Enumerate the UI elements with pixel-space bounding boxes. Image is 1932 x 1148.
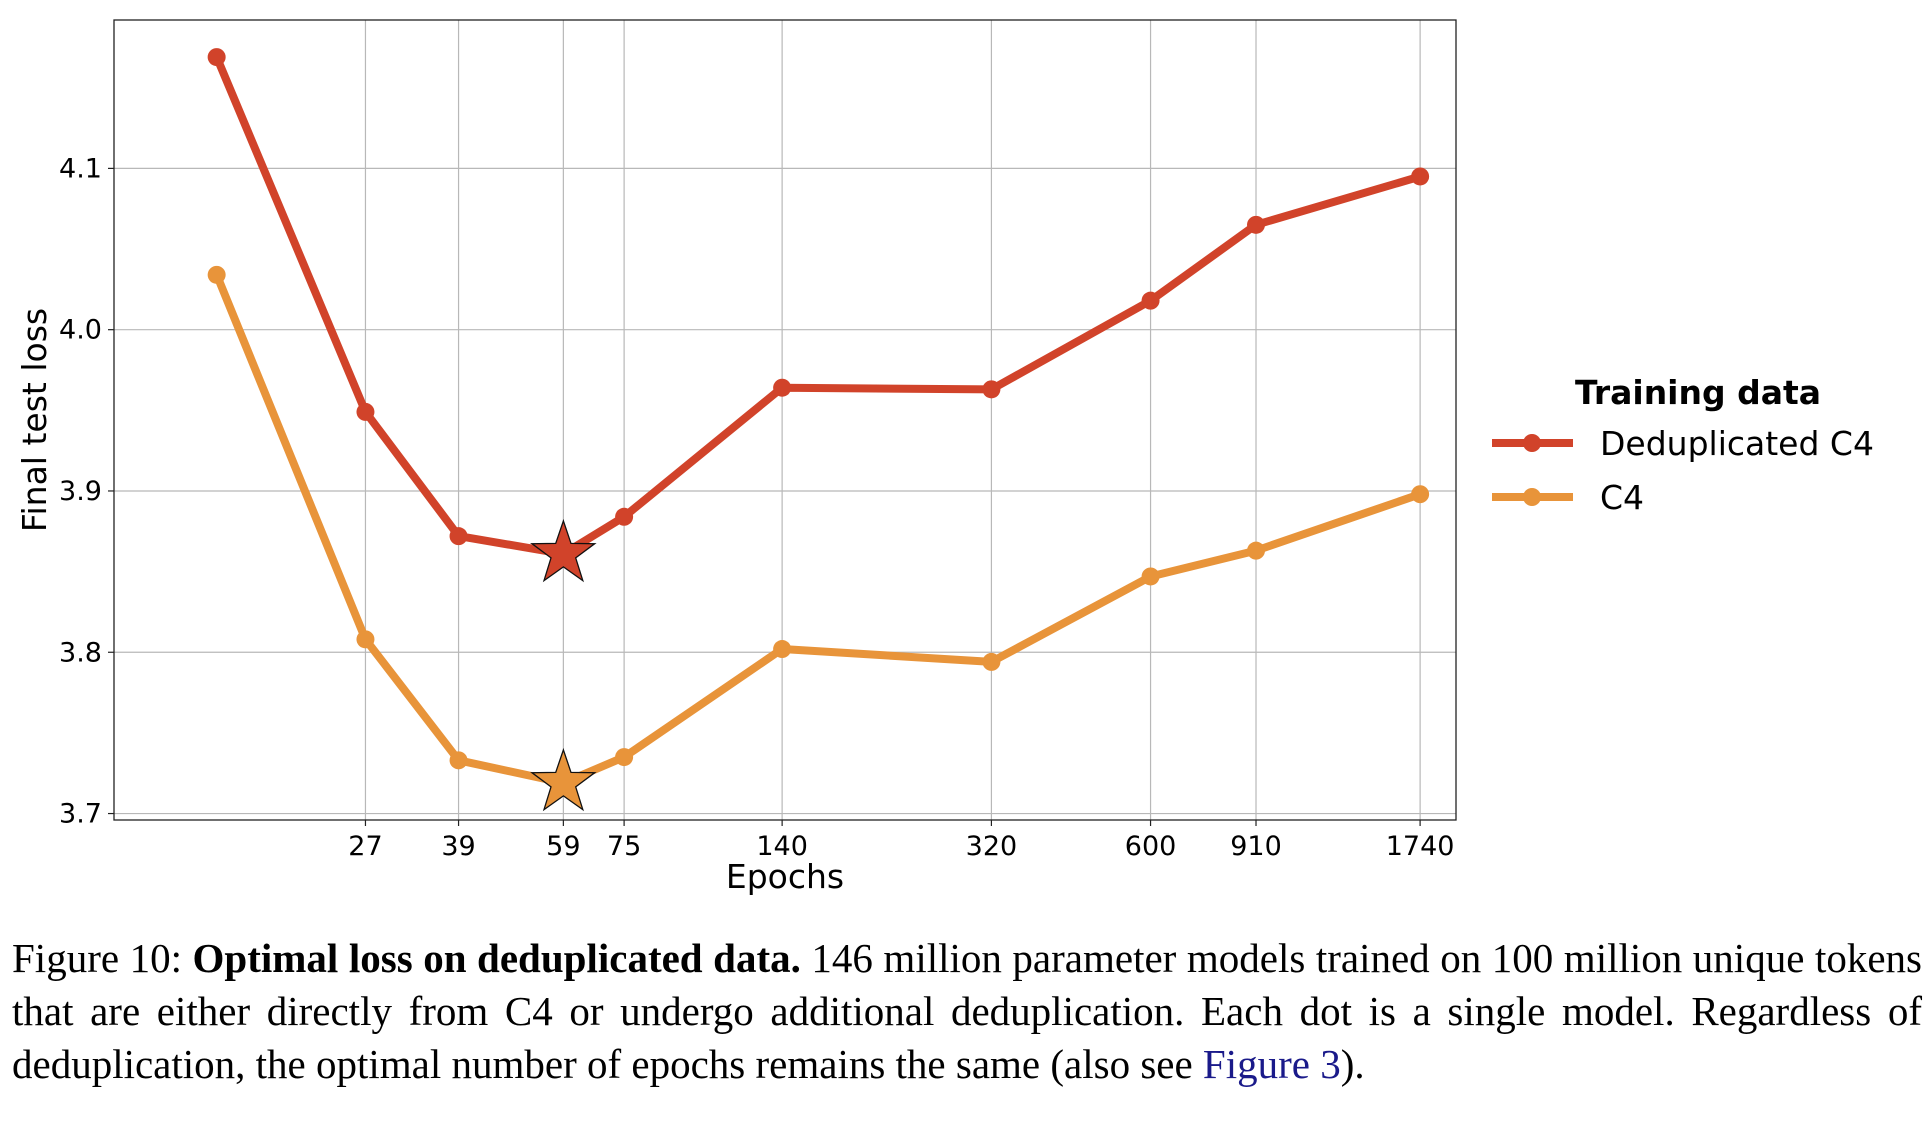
optimum-star-marker bbox=[530, 747, 597, 812]
legend-marker bbox=[1523, 488, 1541, 506]
x-tick-label: 910 bbox=[1230, 831, 1282, 862]
x-tick-label: 75 bbox=[607, 831, 641, 862]
series-c4 bbox=[207, 265, 1430, 812]
tick-labels: 27 39 59 75 140 320 600 910 1740 3.7 3.8 3.9 4.0 4.1 bbox=[59, 153, 1454, 862]
data-point bbox=[1141, 567, 1160, 586]
series-line bbox=[213, 55, 1422, 558]
data-point bbox=[773, 378, 792, 397]
data-point bbox=[1411, 485, 1430, 504]
y-tick-label: 4.1 bbox=[59, 153, 102, 184]
legend-label: Deduplicated C4 bbox=[1600, 424, 1874, 463]
x-tick-label: 320 bbox=[966, 831, 1018, 862]
series-layer bbox=[207, 48, 1430, 812]
data-point bbox=[773, 640, 792, 659]
data-point bbox=[1141, 291, 1160, 310]
optimum-star-marker bbox=[530, 518, 597, 583]
caption-end: ). bbox=[1340, 1041, 1365, 1087]
y-tick-label: 4.0 bbox=[59, 315, 102, 346]
data-point bbox=[207, 265, 226, 284]
data-point bbox=[356, 402, 375, 421]
data-point bbox=[449, 751, 468, 770]
x-tick-label: 39 bbox=[441, 831, 475, 862]
figure-caption: Figure 10: Optimal loss on deduplicated … bbox=[12, 932, 1922, 1091]
series-deduplicated-c4 bbox=[207, 48, 1430, 583]
data-point bbox=[615, 748, 634, 767]
y-tick-label: 3.7 bbox=[59, 799, 102, 830]
legend-title: Training data bbox=[1575, 373, 1821, 412]
caption-title: Optimal loss on deduplicated data. bbox=[192, 935, 801, 981]
data-point bbox=[982, 652, 1001, 671]
y-axis-label: Final test loss bbox=[15, 308, 54, 532]
legend-label: C4 bbox=[1600, 478, 1644, 517]
caption-label: Figure 10: bbox=[12, 935, 193, 981]
x-axis-label: Epochs bbox=[726, 857, 844, 896]
caption-body: 146 million parameter models trained on … bbox=[12, 935, 1922, 1087]
data-point bbox=[1247, 215, 1266, 234]
legend-marker bbox=[1523, 434, 1541, 452]
data-point bbox=[982, 380, 1001, 399]
x-tick-label: 59 bbox=[546, 831, 580, 862]
legend: Training data Deduplicated C4 C4 bbox=[1492, 373, 1874, 517]
plot-frame bbox=[113, 19, 1457, 821]
x-tick-label: 140 bbox=[756, 831, 808, 862]
data-point bbox=[615, 507, 634, 526]
x-tick-label: 1740 bbox=[1386, 831, 1455, 862]
data-point bbox=[1411, 167, 1430, 186]
data-point bbox=[449, 527, 468, 546]
data-point bbox=[207, 48, 226, 67]
data-point bbox=[1247, 541, 1266, 560]
grid bbox=[114, 20, 1456, 820]
figure-3-link[interactable]: Figure 3 bbox=[1202, 1041, 1341, 1087]
x-tick-label: 600 bbox=[1125, 831, 1177, 862]
y-tick-label: 3.9 bbox=[59, 476, 102, 507]
x-tick-label: 27 bbox=[348, 831, 382, 862]
data-point bbox=[356, 630, 375, 649]
line-chart: 27 39 59 75 140 320 600 910 17403.73.83.94.04.1 … bbox=[15, 19, 1874, 896]
y-tick-label: 3.8 bbox=[59, 637, 102, 668]
series-line bbox=[212, 273, 1422, 787]
